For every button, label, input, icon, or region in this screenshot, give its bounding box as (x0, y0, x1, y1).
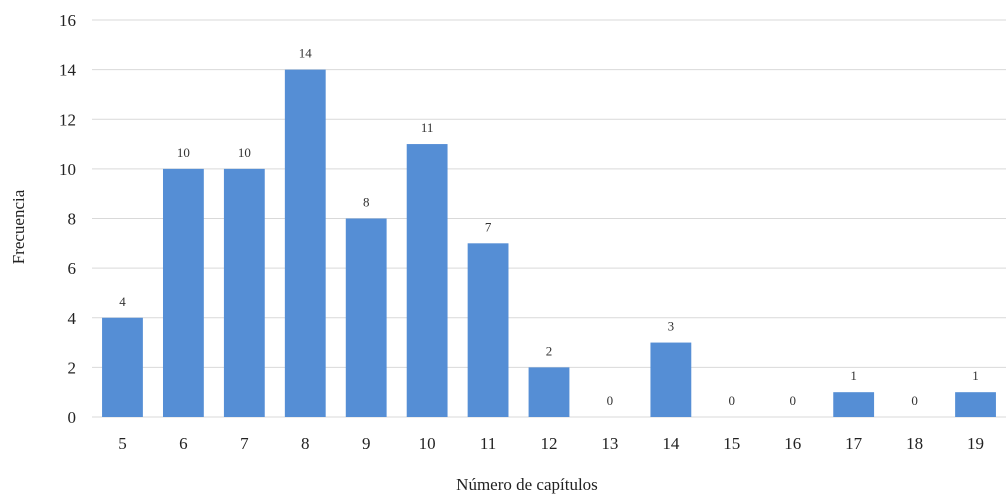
x-tick-label: 13 (601, 434, 618, 453)
x-tick-label: 16 (784, 434, 801, 453)
x-tick-label: 19 (967, 434, 984, 453)
bar (650, 342, 692, 417)
bars (102, 69, 996, 417)
y-tick-label: 8 (68, 210, 77, 229)
x-tick-label: 14 (662, 434, 680, 453)
x-tick-label: 18 (906, 434, 923, 453)
x-tick-label: 7 (240, 434, 249, 453)
data-label: 0 (729, 393, 736, 408)
bar (955, 392, 996, 417)
data-label: 2 (546, 343, 553, 358)
y-tick-label: 0 (68, 408, 77, 427)
bar (284, 69, 326, 417)
bar (345, 218, 387, 417)
bar (528, 367, 570, 417)
x-tick-label: 17 (845, 434, 863, 453)
data-label: 11 (421, 120, 434, 135)
x-tick-label: 10 (419, 434, 436, 453)
x-tick-label: 5 (118, 434, 127, 453)
y-tick-label: 14 (59, 61, 77, 80)
bar (406, 144, 448, 417)
bar (162, 168, 204, 417)
x-axis-title: Número de capítulos (456, 475, 598, 494)
data-label: 14 (299, 46, 313, 61)
x-tick-label: 12 (541, 434, 558, 453)
x-tick-label: 11 (480, 434, 496, 453)
bar (102, 317, 143, 417)
data-label: 0 (789, 393, 796, 408)
x-tick-label: 9 (362, 434, 371, 453)
data-label: 0 (911, 393, 918, 408)
data-label: 3 (668, 319, 675, 334)
x-tick-label: 8 (301, 434, 310, 453)
y-tick-label: 16 (59, 11, 76, 30)
y-tick-label: 10 (59, 160, 76, 179)
y-tick-label: 4 (68, 309, 77, 328)
data-label: 10 (177, 145, 190, 160)
bar (223, 168, 265, 417)
x-tick-label: 15 (723, 434, 740, 453)
data-label: 1 (972, 368, 979, 383)
data-label: 10 (238, 145, 251, 160)
y-axis-ticks: 0 2 4 6 8 10 12 14 16 (59, 11, 77, 427)
data-label: 7 (485, 219, 492, 234)
data-label: 0 (607, 393, 614, 408)
data-label: 8 (363, 195, 370, 210)
y-tick-label: 6 (68, 259, 77, 278)
data-label: 4 (119, 294, 126, 309)
y-tick-label: 12 (59, 110, 76, 129)
y-axis-title: Frecuencia (9, 189, 28, 264)
y-tick-label: 2 (68, 358, 77, 377)
x-tick-label: 6 (179, 434, 188, 453)
data-label: 1 (850, 368, 857, 383)
bar (833, 392, 875, 417)
x-axis-ticks: 5 6 7 8 9 10 11 12 13 14 15 16 17 18 19 (118, 434, 984, 453)
bar (467, 243, 509, 417)
